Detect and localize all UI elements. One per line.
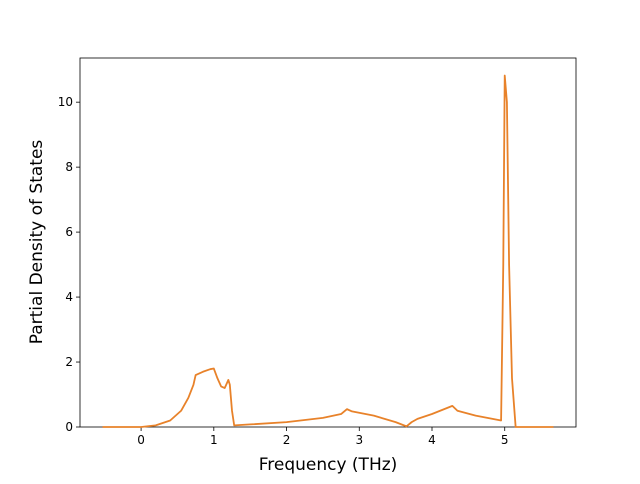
y-tick-label: 6 (65, 225, 73, 239)
y-tick-label: 8 (65, 160, 73, 174)
x-tick-label: 1 (210, 433, 218, 447)
x-tick-label: 0 (137, 433, 145, 447)
y-tick-label: 10 (58, 95, 73, 109)
x-tick-label: 2 (283, 433, 291, 447)
x-axis-label: Frequency (THz) (259, 455, 398, 475)
x-tick-label: 3 (355, 433, 363, 447)
y-tick-label: 4 (65, 290, 73, 304)
y-tick-label: 0 (65, 420, 73, 434)
y-tick-label: 2 (65, 355, 73, 369)
x-tick-label: 4 (428, 433, 436, 447)
y-axis-label: Partial Density of States (27, 140, 47, 345)
x-tick-label: 5 (501, 433, 509, 447)
data-line (102, 74, 554, 428)
plot-frame (79, 57, 577, 428)
